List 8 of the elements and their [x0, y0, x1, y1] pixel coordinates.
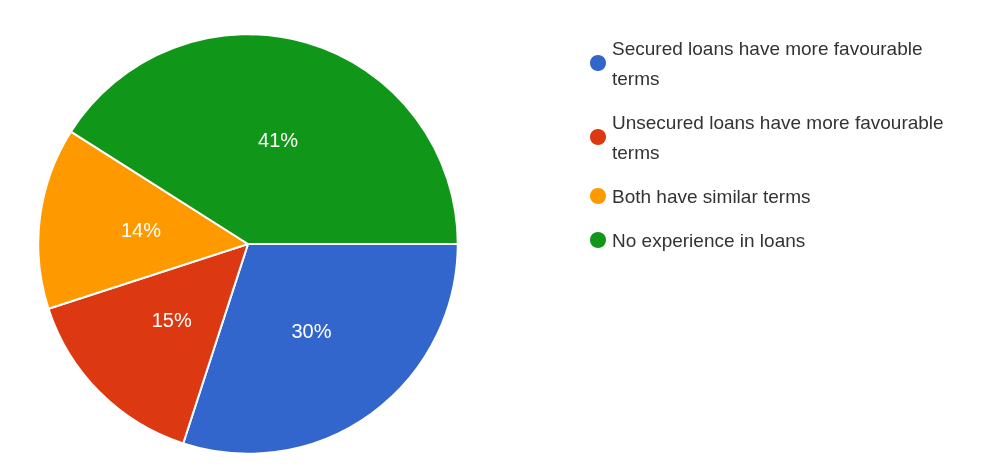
data-label: 14%	[120, 219, 162, 242]
data-label: 30%	[291, 320, 332, 343]
legend-label: No experience in loans	[612, 229, 806, 251]
data-label: 15%	[151, 309, 192, 332]
legend-label: Both have similar terms	[612, 185, 811, 207]
data-label: 41%	[258, 129, 299, 152]
legend-label: Secured loans have more favourable terms	[612, 37, 928, 89]
legend-label: Unsecured loans have more favourable terms	[612, 111, 949, 163]
